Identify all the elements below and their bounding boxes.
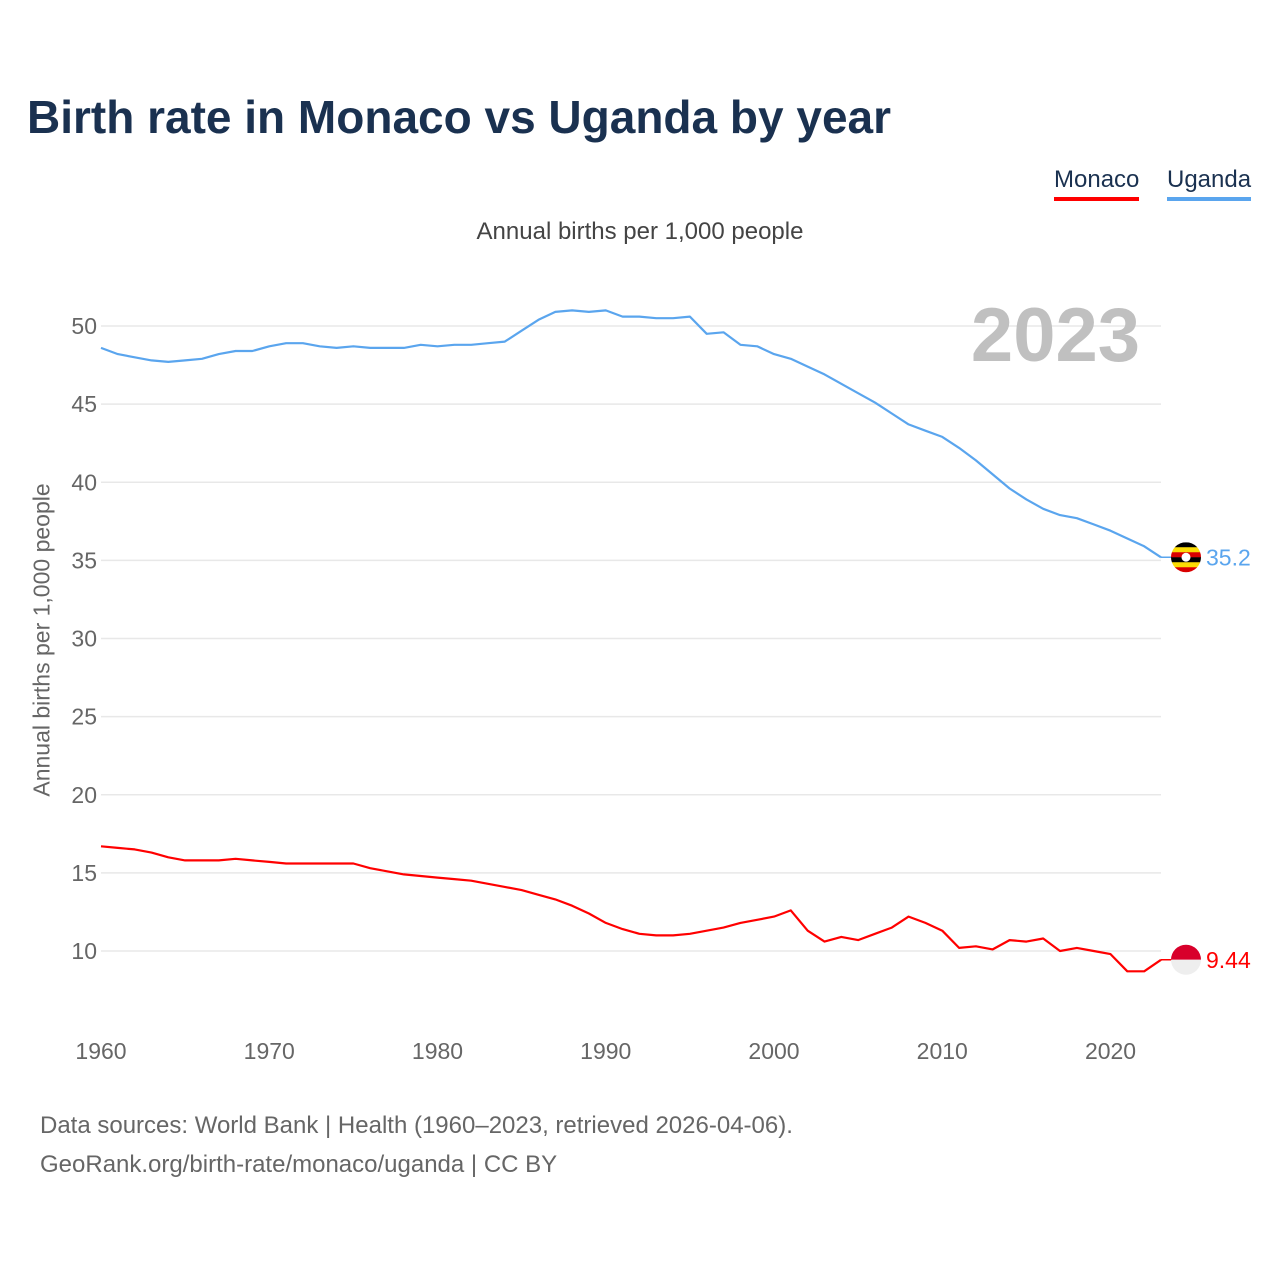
source-link[interactable]: GeoRank.org/birth-rate/monaco/uganda | C… bbox=[40, 1151, 558, 1178]
legend-monaco[interactable]: Monaco bbox=[1054, 166, 1140, 201]
footer: Data sources: World Bank | Health (1960–… bbox=[40, 1106, 793, 1184]
x-tick-label: 1990 bbox=[580, 1038, 631, 1064]
series-line-monaco bbox=[100, 845, 1162, 973]
y-axis-label: Annual births per 1,000 people bbox=[28, 483, 55, 797]
flag-stripe bbox=[1171, 547, 1201, 553]
monaco-flag-icon bbox=[1171, 944, 1201, 960]
chart-subtitle: Annual births per 1,000 people bbox=[476, 218, 804, 245]
series-line-uganda bbox=[100, 309, 1162, 559]
chart-title: Birth rate in Monaco vs Uganda by year bbox=[27, 91, 892, 143]
x-tick-label: 1970 bbox=[244, 1038, 295, 1064]
x-tick-label: 1980 bbox=[412, 1038, 463, 1064]
flag-stripe bbox=[1171, 567, 1201, 573]
end-value-label-monaco: 9.44 bbox=[1206, 947, 1251, 973]
x-tick-label: 1960 bbox=[75, 1038, 126, 1064]
legend-uganda[interactable]: Uganda bbox=[1167, 166, 1252, 201]
flag-stripe bbox=[1171, 562, 1201, 568]
y-tick-label: 40 bbox=[71, 469, 97, 495]
y-tick-label: 10 bbox=[71, 938, 97, 964]
year-watermark: 2023 bbox=[971, 293, 1140, 378]
y-tick-label: 45 bbox=[71, 391, 97, 417]
y-tick-label: 50 bbox=[71, 313, 97, 339]
y-tick-label: 30 bbox=[71, 626, 97, 652]
uganda-flag-icon bbox=[1171, 542, 1201, 573]
y-tick-label: 25 bbox=[71, 704, 97, 730]
y-tick-label: 20 bbox=[71, 782, 97, 808]
x-tick-label: 2020 bbox=[1085, 1038, 1136, 1064]
end-value-label-uganda: 35.2 bbox=[1206, 544, 1251, 570]
y-tick-label: 35 bbox=[71, 547, 97, 573]
flag-stripe bbox=[1171, 542, 1201, 548]
flag-emblem bbox=[1181, 552, 1191, 562]
x-tick-label: 2010 bbox=[917, 1038, 968, 1064]
data-source: Data sources: World Bank | Health (1960–… bbox=[40, 1112, 793, 1139]
y-tick-label: 15 bbox=[71, 860, 97, 886]
x-tick-label: 2000 bbox=[748, 1038, 799, 1064]
monaco-flag-icon-lower bbox=[1171, 959, 1201, 975]
